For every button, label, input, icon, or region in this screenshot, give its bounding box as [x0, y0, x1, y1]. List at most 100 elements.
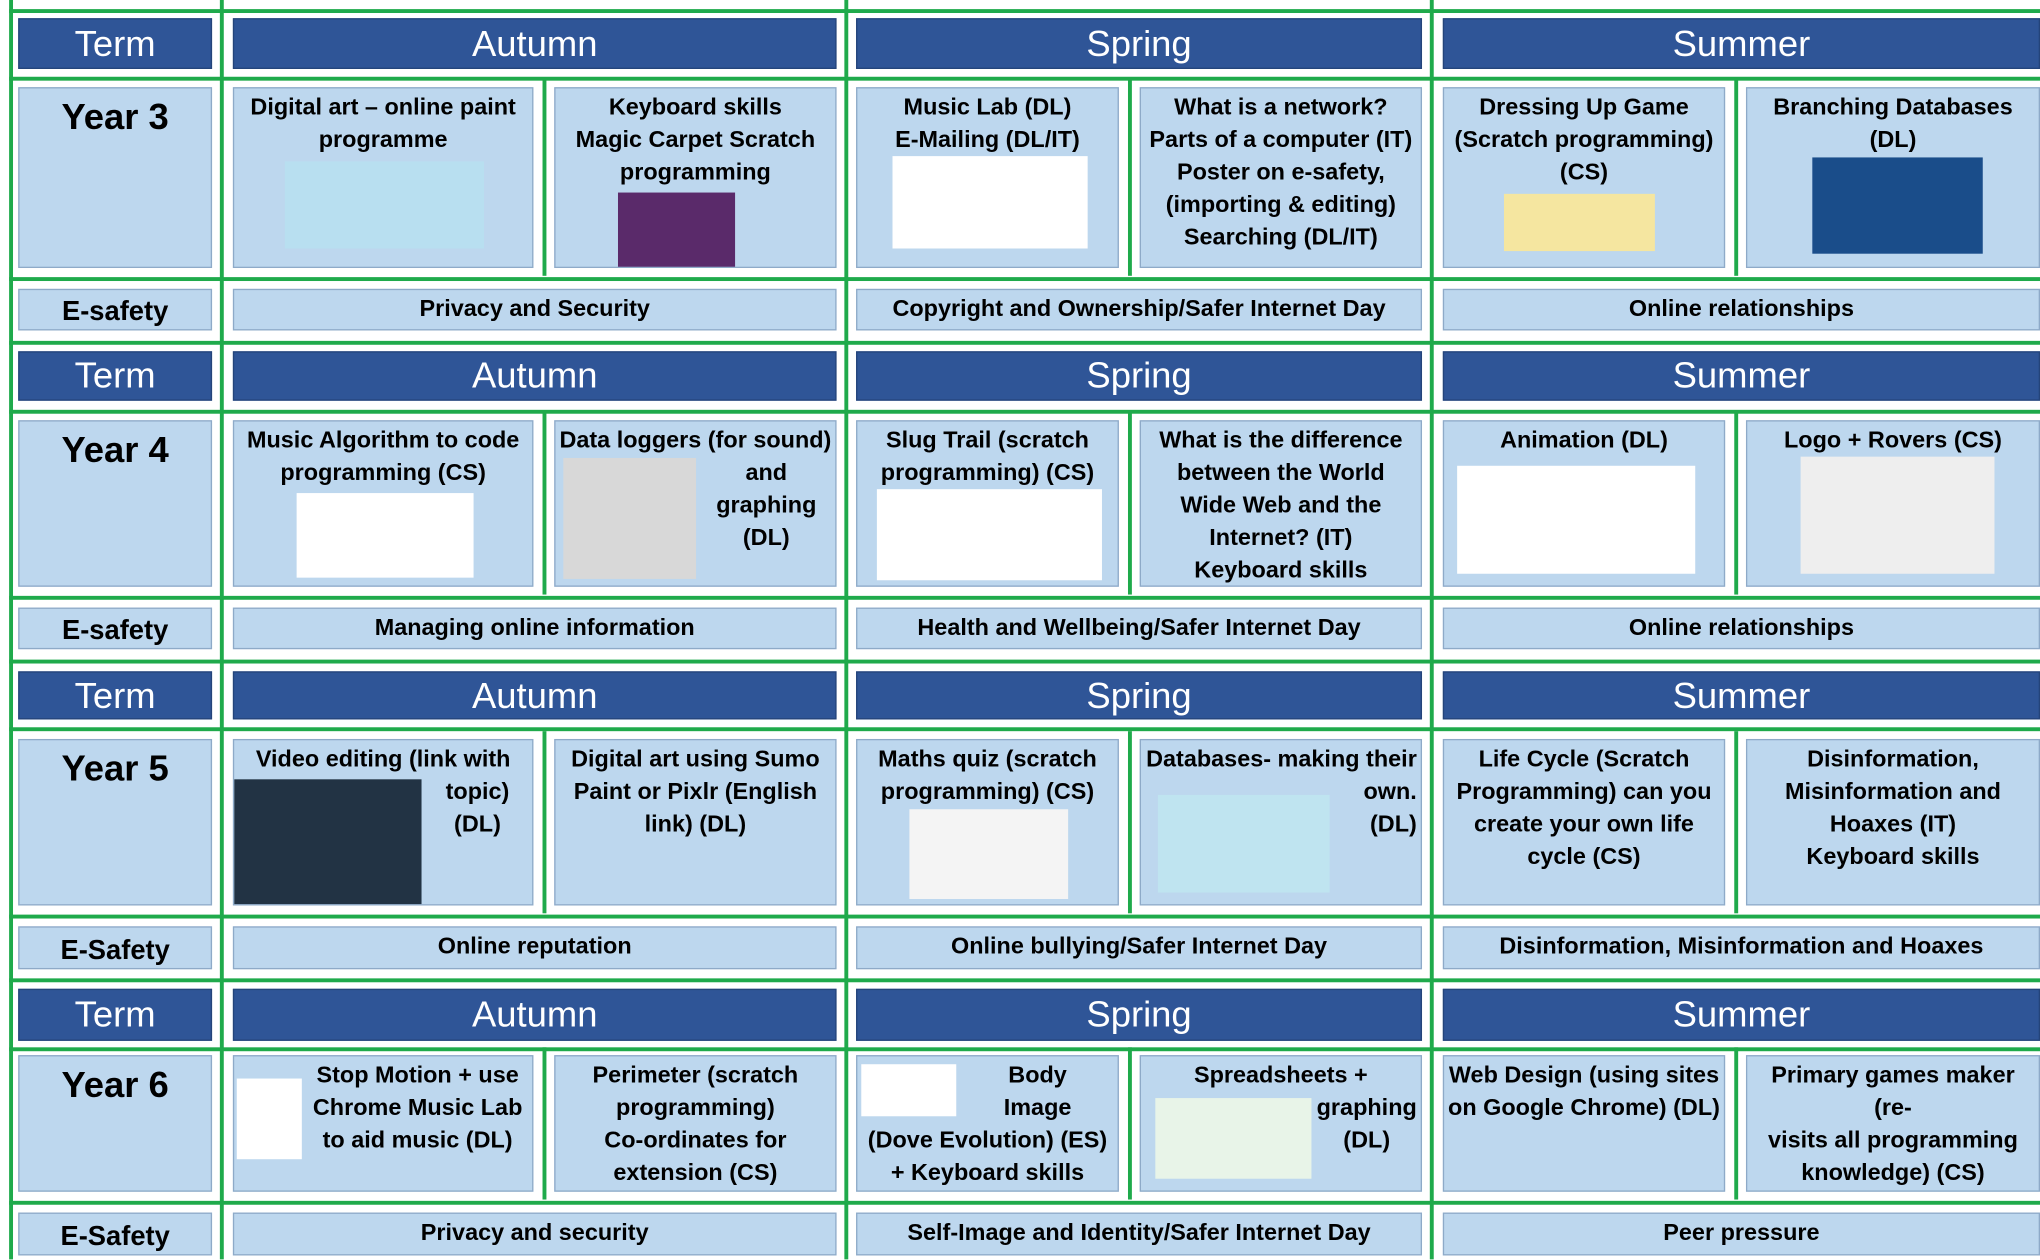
- text: Wide Web and the: [1180, 491, 1382, 518]
- text: Digital art – online paint: [250, 93, 516, 120]
- text: Autumn: [471, 674, 598, 715]
- esafety-label: E-safety: [18, 288, 213, 331]
- text: (Scratch programming): [1454, 126, 1714, 153]
- image: [909, 809, 1069, 900]
- image: [1157, 794, 1330, 893]
- text: Searching (DL/IT): [1183, 223, 1378, 250]
- text: Spring: [1086, 993, 1192, 1035]
- text: Spring: [1086, 355, 1192, 396]
- esafety-topic: Privacy and security: [232, 1212, 837, 1256]
- text: programming: [619, 158, 771, 185]
- text: Animation (DL): [1500, 426, 1668, 453]
- text: own.: [1363, 778, 1417, 805]
- text: Misinformation and: [1784, 778, 2001, 805]
- esafety-topic: Disinformation, Misinformation and Hoaxe…: [1442, 926, 2040, 970]
- text: Digital art using Sumo: [571, 745, 820, 772]
- image: [296, 493, 474, 578]
- grid-line: [9, 1200, 2040, 1205]
- text: Logo + Rovers (CS): [1784, 426, 2002, 453]
- text: Chrome Music Lab: [312, 1094, 523, 1121]
- year-label: Year 4: [18, 420, 213, 587]
- unit-cell: Databases- making their own. (DL): [1139, 738, 1423, 906]
- text: link) (DL): [644, 810, 747, 837]
- unit-cell: Digital art – online paint programme: [232, 87, 534, 269]
- season-header: Spring: [856, 988, 1423, 1041]
- esafety-topic: Online bullying/Safer Internet Day: [856, 926, 1423, 970]
- text: Disinformation,: [1807, 745, 1979, 772]
- text: between the World: [1176, 459, 1385, 486]
- image: [1800, 456, 1995, 574]
- grid-line: [1734, 731, 1739, 914]
- year-label: Year 3: [18, 87, 213, 269]
- grid-line: [542, 79, 547, 276]
- text: Privacy and security: [420, 1219, 649, 1246]
- season-header: Autumn: [232, 351, 837, 401]
- text: Magic Carpet Scratch: [575, 126, 816, 153]
- text: Health and Wellbeing/Safer Internet Day: [917, 614, 1361, 641]
- text: Keyboard skills: [608, 93, 782, 120]
- unit-cell: Logo + Rovers (CS): [1745, 420, 2040, 587]
- esafety-topic: Copyright and Ownership/Safer Internet D…: [856, 288, 1423, 331]
- grid-line: [9, 0, 14, 1260]
- text: Year 6: [61, 1064, 169, 1105]
- unit-cell: Maths quiz (scratch programming) (CS): [856, 738, 1119, 906]
- text: Perimeter (scratch: [592, 1061, 799, 1088]
- text: Spring: [1086, 22, 1192, 64]
- text: extension (CS): [613, 1159, 778, 1186]
- image: [1155, 1098, 1312, 1179]
- text: knowledge) (CS): [1801, 1159, 1985, 1186]
- unit-cell: Music Lab (DL) E-Mailing (DL/IT): [856, 87, 1119, 269]
- text: E-Mailing (DL/IT): [895, 126, 1080, 153]
- text: Copyright and Ownership/Safer Internet D…: [892, 295, 1386, 322]
- text: E-safety: [61, 615, 169, 646]
- text: Spring: [1086, 674, 1192, 715]
- grid-line: [9, 914, 2040, 919]
- grid-line: [844, 0, 849, 1260]
- text: Autumn: [471, 355, 598, 396]
- grid-line: [9, 1047, 2040, 1052]
- grid-line: [1127, 731, 1132, 914]
- text: programming): [616, 1094, 775, 1121]
- season-header: Autumn: [232, 18, 837, 69]
- esafety-topic: Privacy and Security: [232, 288, 837, 331]
- text: Term: [74, 22, 156, 64]
- unit-cell: Video editing (link with topic) (DL): [232, 738, 534, 906]
- text: Hoaxes (IT): [1829, 810, 1957, 837]
- grid-line: [1734, 1047, 1739, 1200]
- text: Life Cycle (Scratch: [1478, 745, 1690, 772]
- grid-line: [1127, 79, 1132, 276]
- unit-cell: Perimeter (scratch programming) Co-ordinat…: [554, 1055, 837, 1192]
- grid-line: [1734, 79, 1739, 276]
- image: [563, 457, 697, 579]
- esafety-topic: Online relationships: [1442, 607, 2040, 650]
- text: Autumn: [471, 22, 598, 64]
- year-label: Year 6: [18, 1055, 213, 1192]
- text: (CS): [1559, 158, 1609, 185]
- esafety-label: E-safety: [18, 607, 213, 650]
- season-header: Spring: [856, 18, 1423, 69]
- text: E-safety: [61, 296, 169, 327]
- text: Keyboard skills: [1194, 556, 1368, 583]
- text: Privacy and Security: [419, 295, 650, 322]
- image: [1457, 465, 1696, 574]
- term-header: Term: [18, 18, 213, 69]
- text: Year 5: [61, 748, 169, 789]
- text: topic): [445, 778, 510, 805]
- text: + Keyboard skills: [890, 1159, 1085, 1186]
- text: Autumn: [471, 993, 598, 1035]
- text: visits all programming: [1768, 1126, 2018, 1153]
- text: E-Safety: [60, 935, 170, 966]
- image: [892, 156, 1088, 249]
- unit-cell: Web Design (using sites on Google Chrome)…: [1442, 1055, 1726, 1192]
- image: [861, 1064, 957, 1117]
- text: and: [745, 459, 788, 486]
- grid-line: [9, 277, 2040, 282]
- text: Parts of a computer (IT): [1149, 126, 1413, 153]
- season-header: Spring: [856, 671, 1423, 720]
- text: What is a network?: [1174, 93, 1388, 120]
- esafety-topic: Online reputation: [232, 926, 837, 970]
- text: on Google Chrome) (DL): [1448, 1094, 1720, 1121]
- text: (DL): [454, 810, 501, 837]
- text: (importing & editing): [1165, 191, 1396, 218]
- unit-cell: Life Cycle (Scratch Programming) can you c…: [1442, 738, 1726, 906]
